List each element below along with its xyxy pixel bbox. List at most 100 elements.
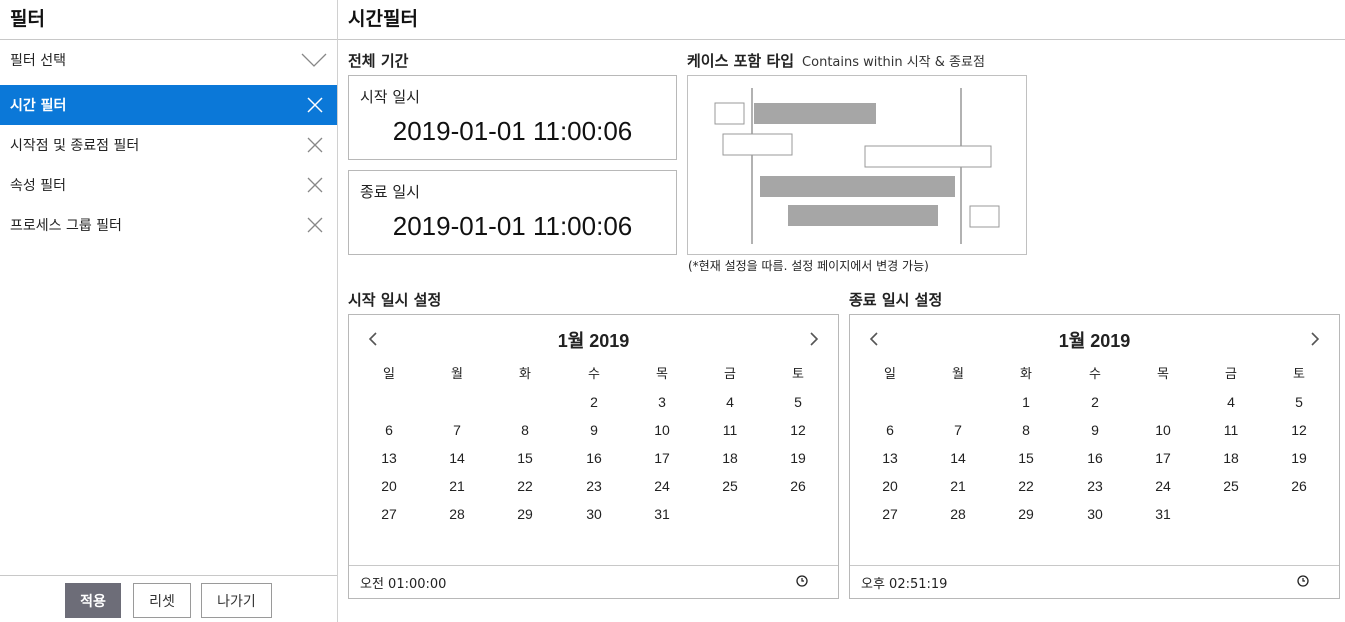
calendar-day[interactable]: 1 <box>1022 394 1030 410</box>
weekday-label: 목 <box>656 367 668 382</box>
selected-day[interactable]: 1 <box>505 388 545 416</box>
calendar-day[interactable]: 10 <box>1155 422 1171 438</box>
calendar-day[interactable]: 11 <box>722 422 738 438</box>
sidebar-item-filter-select[interactable]: 필터 선택 <box>0 40 337 80</box>
calendar-day[interactable]: 9 <box>1091 422 1099 438</box>
prev-month-icon[interactable] <box>868 331 880 347</box>
calendar-day[interactable]: 27 <box>882 506 898 522</box>
calendar-day[interactable]: 31 <box>654 506 670 522</box>
calendar-day[interactable]: 2 <box>1091 394 1099 410</box>
calendar-day[interactable]: 5 <box>1295 394 1303 410</box>
calendar-day[interactable]: 25 <box>1223 478 1239 494</box>
calendar-day[interactable]: 6 <box>385 422 393 438</box>
calendar-day[interactable]: 15 <box>517 450 533 466</box>
case-type-sub: Contains within 시작 & 종료점 <box>802 55 985 70</box>
calendar-day[interactable]: 27 <box>381 506 397 522</box>
calendar-day[interactable]: 2 <box>590 394 598 410</box>
calendar-day[interactable]: 28 <box>950 506 966 522</box>
calendar-day[interactable]: 8 <box>1022 422 1030 438</box>
sidebar-item-process-group-filter[interactable]: 프로세스 그룹 필터 <box>0 205 337 245</box>
sidebar-item-label: 시간 필터 <box>10 98 67 114</box>
calendar-day[interactable]: 11 <box>1223 422 1239 438</box>
calendar-day[interactable]: 21 <box>950 478 966 494</box>
calendar-day[interactable]: 4 <box>1227 394 1235 410</box>
end-time-value[interactable]: 오후 02:51:19 <box>861 577 948 592</box>
calendar-day[interactable]: 22 <box>517 478 533 494</box>
sidebar-item-label: 필터 선택 <box>10 53 66 69</box>
calendar-day[interactable]: 10 <box>654 422 670 438</box>
weekday-label: 화 <box>519 367 531 382</box>
case-type-note: (*현재 설정을 따름. 설정 페이지에서 변경 가능) <box>688 259 929 273</box>
filter-sidebar: 필터 필터 선택 시간 필터 시작점 및 종료점 필터 속성 필터 프로세스 그… <box>0 0 338 622</box>
calendar-day[interactable]: 13 <box>882 450 898 466</box>
next-month-icon[interactable] <box>1309 331 1321 347</box>
exit-button[interactable]: 나가기 <box>201 583 272 618</box>
calendar-day[interactable]: 14 <box>950 450 966 466</box>
close-icon[interactable] <box>307 137 323 153</box>
calendar-day[interactable]: 24 <box>654 478 670 494</box>
calendar-day[interactable]: 18 <box>1223 450 1239 466</box>
start-time-value[interactable]: 오전 01:00:00 <box>360 577 447 592</box>
calendar-day[interactable]: 30 <box>1087 506 1103 522</box>
calendar-day[interactable]: 24 <box>1155 478 1171 494</box>
sidebar-item-start-end-filter[interactable]: 시작점 및 종료점 필터 <box>0 125 337 165</box>
calendar-month: 1월 2019 <box>1058 331 1131 351</box>
calendar-day[interactable]: 31 <box>1155 506 1171 522</box>
calendar-day[interactable]: 7 <box>954 422 962 438</box>
calendar-day[interactable]: 8 <box>521 422 529 438</box>
start-datetime-label: 시작 일시 <box>360 88 420 106</box>
calendar-day[interactable]: 19 <box>1291 450 1307 466</box>
calendar-day[interactable]: 14 <box>449 450 465 466</box>
calendar-day[interactable]: 26 <box>1291 478 1307 494</box>
sidebar-item-time-filter[interactable]: 시간 필터 <box>0 85 337 125</box>
calendar-day[interactable]: 29 <box>1018 506 1034 522</box>
selected-day[interactable]: 3 <box>1143 388 1183 416</box>
calendar-day[interactable]: 9 <box>590 422 598 438</box>
title-divider <box>338 39 1345 40</box>
calendar-day[interactable]: 23 <box>586 478 602 494</box>
calendar-day[interactable]: 29 <box>517 506 533 522</box>
close-icon[interactable] <box>307 217 323 233</box>
case-inclusion-illustration <box>714 88 1000 244</box>
weekday-label: 토 <box>1293 367 1305 382</box>
weekday-label: 금 <box>724 367 736 382</box>
sidebar-item-attribute-filter[interactable]: 속성 필터 <box>0 165 337 205</box>
apply-button[interactable]: 적용 <box>65 583 121 618</box>
weekday-label: 토 <box>792 367 804 382</box>
calendar-day[interactable]: 20 <box>381 478 397 494</box>
calendar-day[interactable]: 16 <box>1087 450 1103 466</box>
clock-icon[interactable] <box>796 575 808 587</box>
calendar-day[interactable]: 15 <box>1018 450 1034 466</box>
weekday-label: 일 <box>383 367 395 382</box>
calendar-day[interactable]: 5 <box>794 394 802 410</box>
calendar-day[interactable]: 26 <box>790 478 806 494</box>
calendar-day[interactable]: 30 <box>586 506 602 522</box>
calendar-day[interactable]: 17 <box>654 450 670 466</box>
calendar-day[interactable]: 20 <box>882 478 898 494</box>
calendar-day[interactable]: 21 <box>449 478 465 494</box>
calendar-day[interactable]: 4 <box>726 394 734 410</box>
calendar-day[interactable]: 13 <box>381 450 397 466</box>
next-month-icon[interactable] <box>808 331 820 347</box>
calendar-day[interactable]: 16 <box>586 450 602 466</box>
reset-button[interactable]: 리셋 <box>133 583 191 618</box>
calendar-day[interactable]: 12 <box>1291 422 1307 438</box>
calendar-day[interactable]: 23 <box>1087 478 1103 494</box>
calendar-day[interactable]: 18 <box>722 450 738 466</box>
calendar-day[interactable]: 28 <box>449 506 465 522</box>
start-datetime-value: 2019-01-01 11:00:06 <box>392 116 633 146</box>
calendar-day[interactable]: 17 <box>1155 450 1171 466</box>
chevron-down-icon[interactable] <box>301 52 327 68</box>
close-icon[interactable] <box>307 177 323 193</box>
calendar-day[interactable]: 3 <box>658 394 666 410</box>
prev-month-icon[interactable] <box>367 331 379 347</box>
close-icon[interactable] <box>307 97 323 113</box>
calendar-day[interactable]: 19 <box>790 450 806 466</box>
calendar-day[interactable]: 12 <box>790 422 806 438</box>
calendar-day[interactable]: 25 <box>722 478 738 494</box>
clock-icon[interactable] <box>1297 575 1309 587</box>
calendar-day[interactable]: 22 <box>1018 478 1034 494</box>
calendar-day[interactable]: 6 <box>886 422 894 438</box>
end-datetime-box: 종료 일시 2019-01-01 11:00:06 <box>348 170 677 255</box>
calendar-day[interactable]: 7 <box>453 422 461 438</box>
